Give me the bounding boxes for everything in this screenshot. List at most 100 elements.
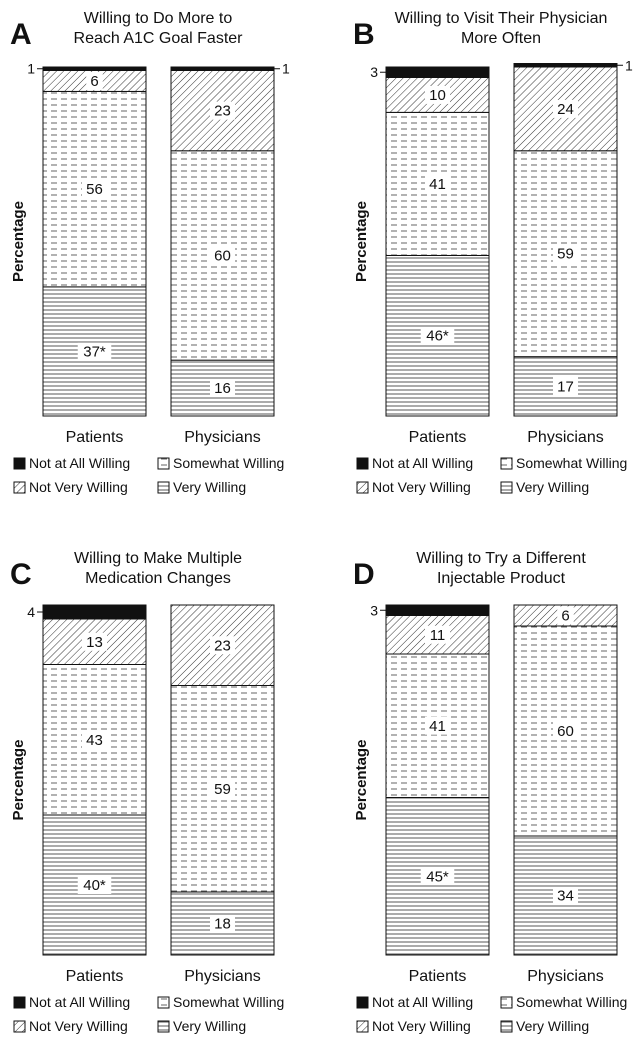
legend-swatch-very-willing — [500, 481, 513, 494]
legend-label-not-at-all-willing: Not at All Willing — [29, 455, 130, 471]
value-label-bg — [553, 244, 578, 263]
value-label: 59 — [214, 781, 231, 798]
category-label-patients: Patients — [409, 968, 467, 985]
legend-swatch-not-very-willing — [356, 481, 369, 494]
legend-swatch-very-willing — [500, 1020, 513, 1033]
value-label-bg — [82, 730, 107, 749]
value-label: 17 — [557, 378, 574, 395]
bar-segment-physicians-somewhat-willing — [513, 625, 618, 837]
bar-segment-patients-not-at-all-willing — [385, 604, 490, 616]
value-label-bg — [420, 326, 455, 345]
value-label-bg — [425, 85, 450, 104]
value-label-bg — [82, 180, 107, 199]
legend-label-not-at-all-willing: Not at All Willing — [372, 994, 473, 1010]
value-label-bg — [210, 101, 235, 120]
legend-swatch-not-at-all-willing — [13, 996, 26, 1009]
chart-title-line: Willing to Visit Their Physician — [395, 10, 608, 27]
value-label: 23 — [214, 103, 231, 120]
category-label-physicians: Physicians — [527, 968, 603, 985]
value-label: 34 — [557, 888, 574, 905]
value-label-bg — [553, 722, 578, 740]
panel-b: B Willing to Visit Their Physician More Of… — [353, 10, 633, 495]
legend-swatch-not-very-willing — [356, 1020, 369, 1033]
value-label-bg — [210, 779, 235, 798]
chart-title-line: Medication Changes — [85, 570, 231, 587]
chart-title-line: More Often — [461, 30, 541, 47]
bar-segment-patients-not-at-all-willing — [42, 604, 147, 620]
legend-swatch-not-very-willing — [13, 1020, 26, 1033]
legend-label-somewhat-willing: Somewhat Willing — [173, 994, 284, 1010]
legend-swatch-somewhat-willing — [157, 996, 170, 1009]
panel-d: D Willing to Try a Different Injectable Pr… — [353, 550, 627, 1034]
legend-swatch-very-willing — [157, 481, 170, 494]
legend-label-very-willing: Very Willing — [516, 1018, 589, 1034]
y-axis-label: Percentage — [353, 740, 370, 821]
value-label-bg — [86, 71, 103, 90]
legend-label-not-at-all-willing: Not at All Willing — [29, 994, 130, 1010]
value-label: 23 — [214, 637, 231, 654]
value-label-bg — [425, 716, 450, 735]
panel-a: A Willing to Do More to Reach A1C Goal Fas… — [10, 10, 290, 495]
panel-letter: C — [10, 558, 32, 591]
legend-label-very-willing: Very Willing — [516, 479, 589, 495]
value-label: 1 — [625, 57, 633, 73]
value-label: 45* — [426, 868, 449, 885]
bar-segment-patients-somewhat-willing — [385, 111, 490, 256]
panel-letter: D — [353, 558, 375, 591]
category-label-patients: Patients — [66, 429, 124, 446]
legend-label-very-willing: Very Willing — [173, 1018, 246, 1034]
value-label-bg — [553, 99, 578, 118]
value-label: 37* — [83, 343, 106, 360]
bar-segment-patients-not-at-all-willing — [385, 66, 490, 78]
value-label: 18 — [214, 916, 231, 933]
legend-swatch-somewhat-willing — [500, 457, 513, 470]
value-label: 4 — [27, 604, 35, 620]
legend-label-not-very-willing: Not Very Willing — [29, 479, 128, 495]
chart-title-line: Willing to Make Multiple — [74, 550, 242, 567]
legend-label-not-very-willing: Not Very Willing — [372, 479, 471, 495]
legend-swatch-not-at-all-willing — [356, 457, 369, 470]
y-axis-label: Percentage — [10, 740, 27, 821]
bar-segment-physicians-not-at-all-willing — [513, 63, 618, 68]
value-label: 56 — [86, 181, 103, 198]
value-label: 1 — [27, 61, 35, 77]
legend-label-not-at-all-willing: Not at All Willing — [372, 455, 473, 471]
legend-swatch-very-willing — [157, 1020, 170, 1033]
value-label-bg — [210, 914, 235, 933]
value-label-bg — [557, 606, 574, 625]
value-label-bg — [553, 886, 578, 905]
legend-swatch-not-very-willing — [13, 481, 26, 494]
chart-title-line: Willing to Try a Different — [416, 550, 586, 567]
panel-letter: B — [353, 18, 375, 51]
y-axis-label: Percentage — [353, 201, 370, 282]
value-label: 11 — [430, 627, 446, 644]
chart-title-line: Willing to Do More to — [84, 10, 233, 27]
value-label: 6 — [561, 608, 569, 625]
value-label: 59 — [557, 246, 574, 263]
legend-swatch-not-at-all-willing — [356, 996, 369, 1009]
value-label: 6 — [90, 73, 98, 90]
value-label-bg — [210, 379, 235, 398]
category-label-patients: Patients — [66, 968, 124, 985]
legend-label-not-very-willing: Not Very Willing — [29, 1018, 128, 1034]
value-label: 41 — [429, 176, 446, 193]
legend-label-very-willing: Very Willing — [173, 479, 246, 495]
legend-label-somewhat-willing: Somewhat Willing — [173, 455, 284, 471]
y-axis-label: Percentage — [10, 201, 27, 282]
value-label: 3 — [370, 602, 378, 618]
bar-segment-patients-somewhat-willing — [42, 90, 147, 288]
value-label: 40* — [83, 877, 106, 894]
legend-swatch-somewhat-willing — [157, 457, 170, 470]
value-label: 10 — [429, 87, 446, 104]
value-label: 60 — [214, 247, 231, 264]
legend-label-somewhat-willing: Somewhat Willing — [516, 455, 627, 471]
value-label-bg — [77, 876, 112, 894]
category-label-physicians: Physicians — [184, 429, 260, 446]
bar-segment-patients-not-at-all-willing — [42, 66, 147, 71]
value-label-bg — [425, 174, 450, 193]
value-label-bg — [77, 342, 112, 361]
value-label: 60 — [557, 723, 574, 740]
value-label: 43 — [86, 732, 103, 749]
value-label-bg — [210, 246, 235, 265]
